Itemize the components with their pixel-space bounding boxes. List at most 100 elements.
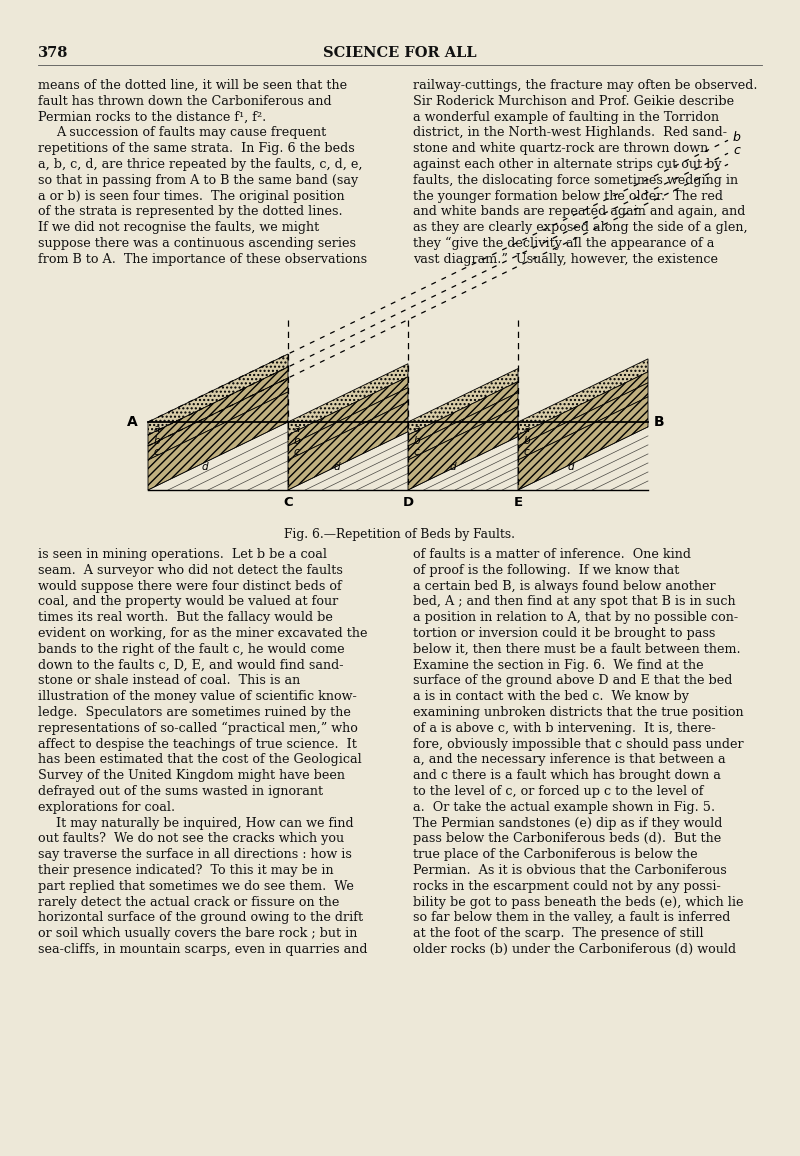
Text: district, in the North-west Highlands.  Red sand-: district, in the North-west Highlands. R… <box>413 126 727 140</box>
Text: Sir Roderick Murchison and Prof. Geikie describe: Sir Roderick Murchison and Prof. Geikie … <box>413 95 734 108</box>
Text: the younger formation below the older.  The red: the younger formation below the older. T… <box>413 190 723 202</box>
Text: they “give the declivity all the appearance of a: they “give the declivity all the appeara… <box>413 237 714 250</box>
Text: stone or shale instead of coal.  This is an: stone or shale instead of coal. This is … <box>38 674 300 688</box>
Polygon shape <box>518 372 648 446</box>
Text: or soil which usually covers the bare rock ; but in: or soil which usually covers the bare ro… <box>38 927 358 940</box>
Text: C: C <box>283 496 293 509</box>
Text: E: E <box>514 496 522 509</box>
Polygon shape <box>148 392 288 490</box>
Text: vast diagram.”  Usually, however, the existence: vast diagram.” Usually, however, the exi… <box>413 253 718 266</box>
Text: bility be got to pass beneath the beds (e), which lie: bility be got to pass beneath the beds (… <box>413 896 743 909</box>
Text: repetitions of the same strata.  In Fig. 6 the beds: repetitions of the same strata. In Fig. … <box>38 142 354 155</box>
Polygon shape <box>148 354 288 435</box>
Text: Permian.  As it is obvious that the Carboniferous: Permian. As it is obvious that the Carbo… <box>413 864 726 877</box>
Text: of faults is a matter of inference.  One kind: of faults is a matter of inference. One … <box>413 548 691 561</box>
Text: to the level of c, or forced up c to the level of: to the level of c, or forced up c to the… <box>413 785 703 798</box>
Text: c: c <box>294 447 300 457</box>
Polygon shape <box>518 383 648 460</box>
Text: out faults?  We do not see the cracks which you: out faults? We do not see the cracks whi… <box>38 832 344 845</box>
Text: The Permian sandstones (e) dip as if they would: The Permian sandstones (e) dip as if the… <box>413 816 722 830</box>
Text: b: b <box>733 132 741 144</box>
Text: SCIENCE FOR ALL: SCIENCE FOR ALL <box>323 46 477 60</box>
Text: bed, A ; and then find at any spot that B is in such: bed, A ; and then find at any spot that … <box>413 595 736 608</box>
Text: part replied that sometimes we do see them.  We: part replied that sometimes we do see th… <box>38 880 354 892</box>
Polygon shape <box>288 387 408 460</box>
Text: tortion or inversion could it be brought to pass: tortion or inversion could it be brought… <box>413 627 715 640</box>
Text: say traverse the surface in all directions : how is: say traverse the surface in all directio… <box>38 849 352 861</box>
Text: a.  Or take the actual example shown in Fig. 5.: a. Or take the actual example shown in F… <box>413 801 715 814</box>
Text: explorations for coal.: explorations for coal. <box>38 801 175 814</box>
Text: their presence indicated?  To this it may be in: their presence indicated? To this it may… <box>38 864 334 877</box>
Polygon shape <box>408 393 518 460</box>
Text: ledge.  Speculators are sometimes ruined by the: ledge. Speculators are sometimes ruined … <box>38 706 351 719</box>
Polygon shape <box>408 369 518 435</box>
Text: d: d <box>450 462 457 472</box>
Text: and c there is a fault which has brought down a: and c there is a fault which has brought… <box>413 769 721 783</box>
Text: c: c <box>154 447 160 457</box>
Text: b: b <box>154 436 161 446</box>
Text: a: a <box>294 424 300 434</box>
Text: of proof is the following.  If we know that: of proof is the following. If we know th… <box>413 564 679 577</box>
Polygon shape <box>148 378 288 460</box>
Text: a, b, c, d, are thrice repeated by the faults, c, d, e,: a, b, c, d, are thrice repeated by the f… <box>38 158 362 171</box>
Polygon shape <box>288 402 408 490</box>
Text: down to the faults c, D, E, and would find sand-: down to the faults c, D, E, and would fi… <box>38 659 343 672</box>
Text: c: c <box>524 447 530 457</box>
Polygon shape <box>408 381 518 446</box>
Text: a, and the necessary inference is that between a: a, and the necessary inference is that b… <box>413 754 726 766</box>
Text: bands to the right of the fault c, he would come: bands to the right of the fault c, he wo… <box>38 643 345 655</box>
Text: so that in passing from A to B the same band (say: so that in passing from A to B the same … <box>38 173 358 187</box>
Text: as they are clearly exposed along the side of a glen,: as they are clearly exposed along the si… <box>413 221 748 235</box>
Text: surface of the ground above D and E that the bed: surface of the ground above D and E that… <box>413 674 732 688</box>
Text: has been estimated that the cost of the Geological: has been estimated that the cost of the … <box>38 754 362 766</box>
Polygon shape <box>518 397 648 490</box>
Text: of the strata is represented by the dotted lines.: of the strata is represented by the dott… <box>38 206 342 218</box>
Text: railway-cuttings, the fracture may often be observed.: railway-cuttings, the fracture may often… <box>413 79 758 92</box>
Text: horizontal surface of the ground owing to the drift: horizontal surface of the ground owing t… <box>38 911 363 925</box>
Text: c: c <box>733 144 740 157</box>
Text: times its real worth.  But the fallacy would be: times its real worth. But the fallacy wo… <box>38 612 333 624</box>
Text: fore, obviously impossible that c should pass under: fore, obviously impossible that c should… <box>413 738 744 750</box>
Text: Survey of the United Kingdom might have been: Survey of the United Kingdom might have … <box>38 769 345 783</box>
Text: It may naturally be inquired, How can we find: It may naturally be inquired, How can we… <box>56 816 354 830</box>
Text: of a is above c, with b intervening.  It is, there-: of a is above c, with b intervening. It … <box>413 721 716 735</box>
Text: at the foot of the scarp.  The presence of still: at the foot of the scarp. The presence o… <box>413 927 704 940</box>
Text: means of the dotted line, it will be seen that the: means of the dotted line, it will be see… <box>38 79 347 92</box>
Text: Examine the section in Fig. 6.  We find at the: Examine the section in Fig. 6. We find a… <box>413 659 704 672</box>
Text: a: a <box>524 424 530 434</box>
Text: defrayed out of the sums wasted in ignorant: defrayed out of the sums wasted in ignor… <box>38 785 323 798</box>
Text: d: d <box>334 462 340 472</box>
Text: If we did not recognise the faults, we might: If we did not recognise the faults, we m… <box>38 221 319 235</box>
Text: Fig. 6.—Repetition of Beds by Faults.: Fig. 6.—Repetition of Beds by Faults. <box>285 528 515 541</box>
Text: examining unbroken districts that the true position: examining unbroken districts that the tr… <box>413 706 744 719</box>
Text: sea-cliffs, in mountain scarps, even in quarries and: sea-cliffs, in mountain scarps, even in … <box>38 943 367 956</box>
Text: a or b) is seen four times.  The original position: a or b) is seen four times. The original… <box>38 190 345 202</box>
Text: true place of the Carboniferous is below the: true place of the Carboniferous is below… <box>413 849 698 861</box>
Text: Permian rocks to the distance f¹, f².: Permian rocks to the distance f¹, f². <box>38 111 266 124</box>
Text: c: c <box>414 447 420 457</box>
Text: below it, then there must be a fault between them.: below it, then there must be a fault bet… <box>413 643 741 655</box>
Text: b: b <box>414 436 421 446</box>
Text: coal, and the property would be valued at four: coal, and the property would be valued a… <box>38 595 338 608</box>
Text: evident on working, for as the miner excavated the: evident on working, for as the miner exc… <box>38 627 367 640</box>
Text: pass below the Carboniferous beds (d).  But the: pass below the Carboniferous beds (d). B… <box>413 832 722 845</box>
Text: stone and white quartz-rock are thrown down: stone and white quartz-rock are thrown d… <box>413 142 708 155</box>
Text: A succession of faults may cause frequent: A succession of faults may cause frequen… <box>56 126 326 140</box>
Text: would suppose there were four distinct beds of: would suppose there were four distinct b… <box>38 579 342 593</box>
Text: a wonderful example of faulting in the Torridon: a wonderful example of faulting in the T… <box>413 111 719 124</box>
Text: B: B <box>654 415 665 429</box>
Polygon shape <box>148 366 288 446</box>
Text: older rocks (b) under the Carboniferous (d) would: older rocks (b) under the Carboniferous … <box>413 943 736 956</box>
Text: fault has thrown down the Carboniferous and: fault has thrown down the Carboniferous … <box>38 95 332 108</box>
Text: a: a <box>154 424 160 434</box>
Text: rocks in the escarpment could not by any possi-: rocks in the escarpment could not by any… <box>413 880 721 892</box>
Text: b: b <box>294 436 301 446</box>
Text: is seen in mining operations.  Let b be a coal: is seen in mining operations. Let b be a… <box>38 548 327 561</box>
Text: against each other in alternate strips cut out by: against each other in alternate strips c… <box>413 158 722 171</box>
Text: A: A <box>127 415 138 429</box>
Text: representations of so-called “practical men,” who: representations of so-called “practical … <box>38 721 358 735</box>
Text: d: d <box>202 462 208 472</box>
Text: a position in relation to A, that by no possible con-: a position in relation to A, that by no … <box>413 612 738 624</box>
Text: 378: 378 <box>38 46 68 60</box>
Text: and white bands are repeated again and again, and: and white bands are repeated again and a… <box>413 206 746 218</box>
